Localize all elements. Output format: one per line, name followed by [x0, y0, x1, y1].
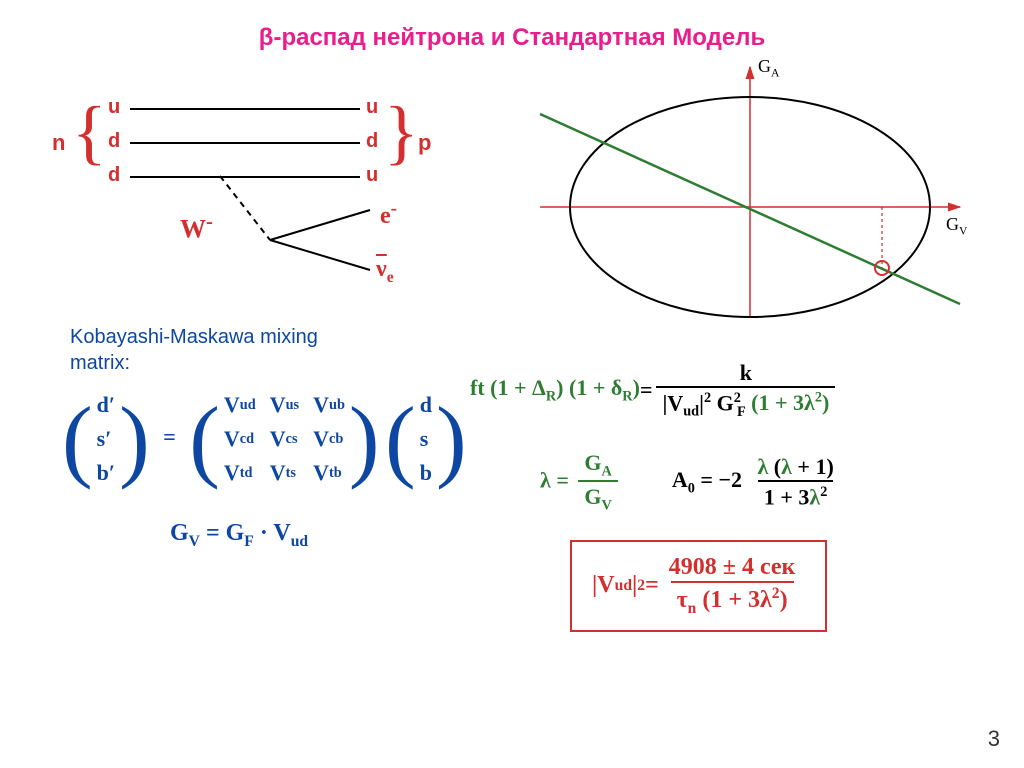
vud-numerator: 4908 ± 4 сек	[663, 554, 802, 581]
feynman-diagram: n { u d d u d u } p W- e- νe	[70, 80, 450, 300]
nu-sub: e	[387, 269, 394, 286]
e-text: e	[380, 203, 391, 229]
rhs-b: b	[420, 456, 432, 490]
gv-equation: GV = GF · Vud	[170, 520, 308, 551]
gv-axis-label: GV	[946, 214, 967, 238]
ga-axis-label: GA	[758, 56, 779, 80]
ft-numerator: k	[734, 360, 758, 386]
page-number: 3	[988, 726, 1000, 752]
lhs-b: b′	[97, 456, 115, 490]
matrix-equals: =	[155, 424, 184, 449]
neutron-label: n	[52, 130, 65, 156]
electron-label: e-	[380, 198, 397, 230]
km-line1: Kobayashi-Maskawa mixing	[70, 326, 318, 348]
nu-text: ν	[376, 256, 387, 282]
slide-title: β-распад нейтрона и Стандартная Модель	[259, 24, 765, 52]
lambda-a0-equations: λ = GA GV A0 = −2 λ (λ + 1) 1 + 3λ2	[540, 450, 844, 515]
rhs-s: s	[420, 422, 432, 456]
ft-denominator: |Vud|2 G2F (1 + 3λ2)	[656, 386, 835, 421]
ft-equation: ft (1 + ΔR) (1 + δR) = k |Vud|2 G2F (1 +…	[470, 360, 839, 421]
lhs-s: s′	[97, 422, 115, 456]
lhs-vector: d′ s′ b′	[93, 388, 119, 490]
vud-result-box: |Vud|2 = 4908 ± 4 сек τn (1 + 3λ2)	[570, 540, 827, 632]
rhs-d: d	[420, 388, 432, 422]
rhs-vector: d s b	[416, 388, 436, 490]
lhs-d: d′	[97, 388, 115, 422]
antineutrino-label: νe	[376, 256, 394, 287]
w-charge: -	[206, 210, 213, 233]
vud-denominator: τn (1 + 3λ2)	[671, 581, 794, 618]
w-boson-label: W-	[180, 210, 213, 245]
ckm-matrix-equation: ( d′ s′ b′ ) = ( Vud Vcd Vtd Vus Vcs Vts…	[62, 388, 467, 490]
e-charge: -	[391, 198, 397, 219]
lambda-eq: λ = GA GV	[540, 450, 622, 515]
ga-gv-chart: GA GV	[530, 62, 970, 322]
chart-svg	[530, 62, 970, 322]
a0-eq: A0 = −2 λ (λ + 1) 1 + 3λ2	[672, 454, 844, 510]
km-line2: matrix:	[70, 352, 130, 374]
ckm-matrix-grid: Vud Vcd Vtd Vus Vcs Vts Vub Vcb Vtb	[220, 388, 349, 490]
w-text: W	[180, 215, 206, 244]
km-matrix-caption: Kobayashi-Maskawa mixing matrix:	[70, 324, 318, 376]
